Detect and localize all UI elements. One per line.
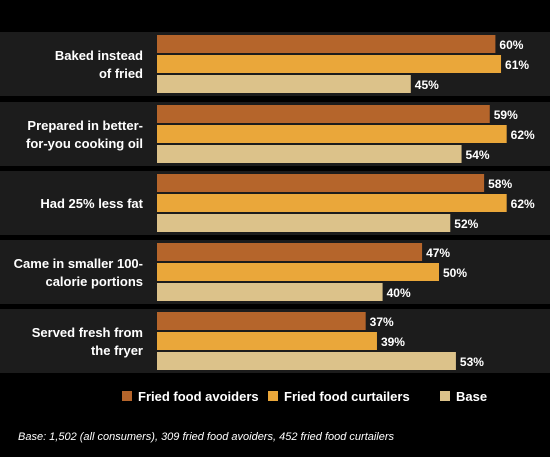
data-label: 52% bbox=[454, 217, 478, 231]
legend-swatch bbox=[122, 391, 132, 401]
data-label: 39% bbox=[381, 335, 405, 349]
bar bbox=[157, 55, 502, 73]
footnote: Base: 1,502 (all consumers), 309 fried f… bbox=[18, 431, 395, 443]
bar bbox=[157, 145, 462, 163]
bar bbox=[157, 263, 439, 281]
bar bbox=[157, 75, 411, 93]
bar bbox=[157, 194, 507, 212]
category-label: Prepared in better-for-you cooking oil bbox=[26, 118, 143, 151]
data-label: 62% bbox=[511, 128, 535, 142]
data-label: 62% bbox=[511, 197, 535, 211]
legend-swatch bbox=[440, 391, 450, 401]
bar bbox=[157, 332, 377, 350]
bar bbox=[157, 125, 507, 143]
bar bbox=[157, 214, 451, 232]
bar bbox=[157, 312, 366, 330]
data-label: 37% bbox=[370, 315, 394, 329]
data-label: 60% bbox=[499, 38, 523, 52]
data-label: 45% bbox=[415, 78, 439, 92]
legend-label: Fried food avoiders bbox=[138, 389, 259, 404]
bar bbox=[157, 174, 485, 192]
category-label: Came in smaller 100-calorie portions bbox=[14, 256, 143, 289]
category-label: Served fresh from the fryer bbox=[32, 325, 143, 358]
bar bbox=[157, 352, 456, 370]
data-label: 53% bbox=[460, 355, 484, 369]
legend-label: Base bbox=[456, 389, 487, 404]
data-label: 47% bbox=[426, 246, 450, 260]
data-label: 40% bbox=[387, 286, 411, 300]
bar bbox=[157, 243, 423, 261]
category-label: Baked instead of fried bbox=[55, 48, 143, 81]
data-label: 61% bbox=[505, 58, 529, 72]
data-label: 59% bbox=[494, 108, 518, 122]
legend-label: Fried food curtailers bbox=[284, 389, 410, 404]
category-label: Had 25% less fat bbox=[40, 196, 143, 211]
data-label: 58% bbox=[488, 177, 512, 191]
data-label: 54% bbox=[466, 148, 490, 162]
bar bbox=[157, 283, 383, 301]
bar bbox=[157, 105, 490, 123]
legend-swatch bbox=[268, 391, 278, 401]
bar bbox=[157, 35, 496, 53]
data-label: 50% bbox=[443, 266, 467, 280]
